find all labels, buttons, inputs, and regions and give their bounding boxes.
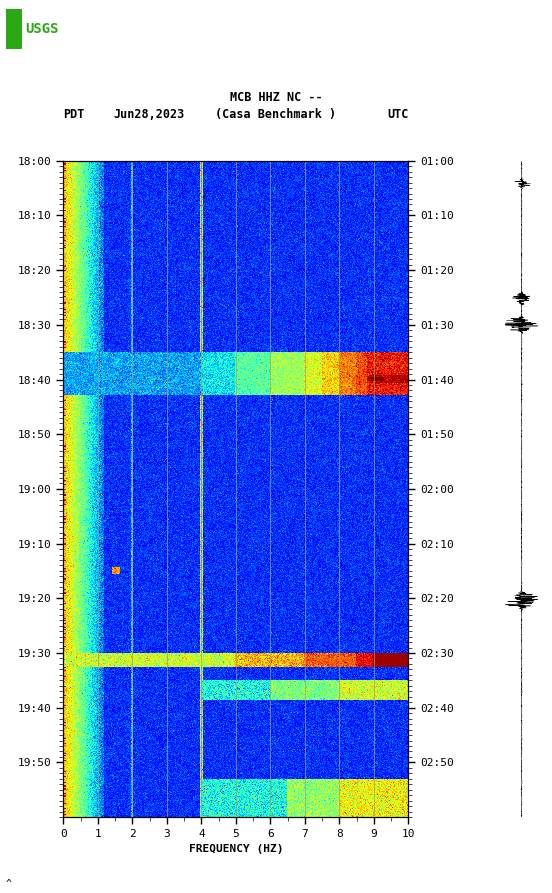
Text: (Casa Benchmark ): (Casa Benchmark ): [215, 108, 337, 121]
Text: PDT: PDT: [63, 108, 85, 121]
X-axis label: FREQUENCY (HZ): FREQUENCY (HZ): [189, 845, 283, 855]
Polygon shape: [6, 9, 22, 49]
Text: UTC: UTC: [387, 108, 408, 121]
Text: USGS: USGS: [25, 22, 59, 36]
Text: ^: ^: [6, 879, 12, 889]
Text: MCB HHZ NC --: MCB HHZ NC --: [230, 91, 322, 104]
Text: Jun28,2023: Jun28,2023: [113, 108, 184, 121]
